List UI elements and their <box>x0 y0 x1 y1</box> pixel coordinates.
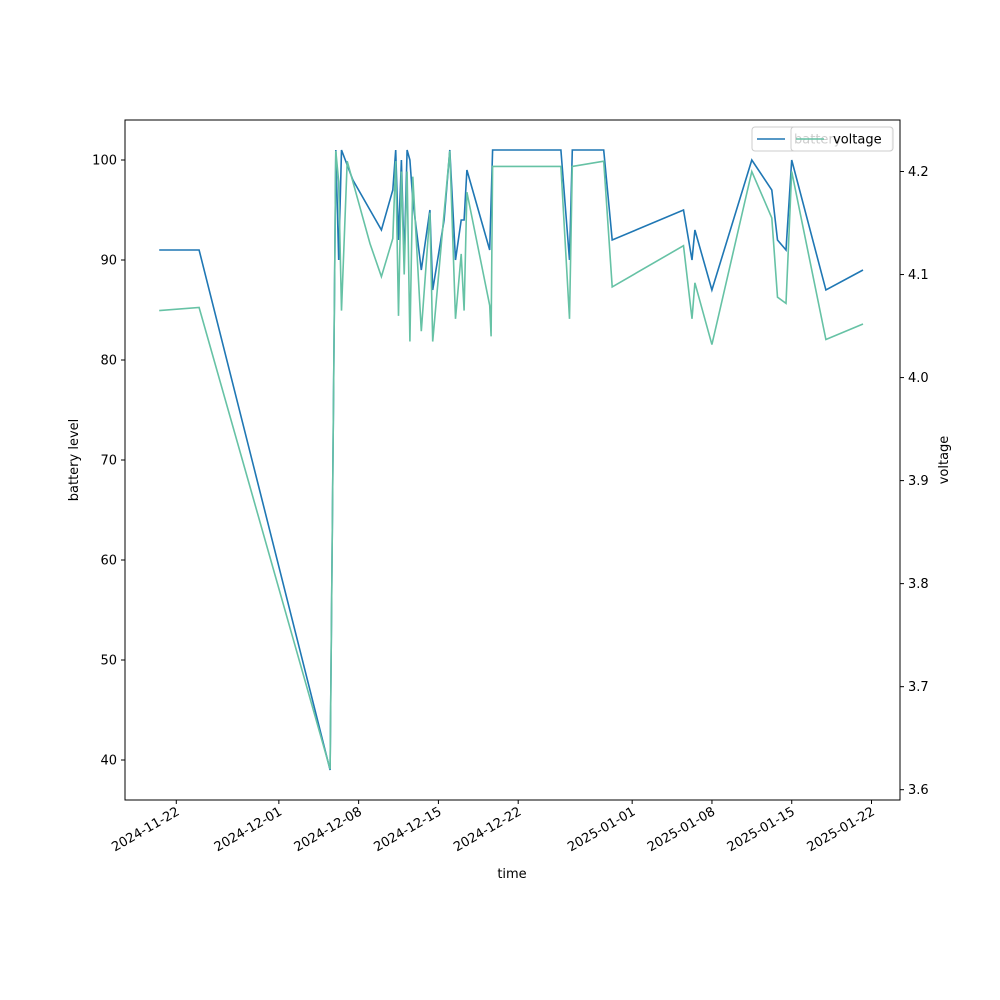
x-tick-label: 2025-01-15 <box>725 804 798 855</box>
y-axis-right-label: voltage <box>937 436 952 485</box>
y-left-tick-label: 100 <box>92 154 117 169</box>
y-right-tick-label: 4.2 <box>908 165 929 180</box>
y-left-tick-label: 70 <box>100 454 117 469</box>
y-axis-right: 3.6 3.7 3.8 3.9 4.0 4.1 4.2 <box>900 165 929 798</box>
y-left-tick-label: 40 <box>100 754 117 769</box>
y-axis-left: 40 50 60 70 80 90 100 <box>92 154 125 769</box>
x-tick-label: 2024-12-01 <box>212 804 285 855</box>
y-left-tick-label: 90 <box>100 254 117 269</box>
series-line-voltage <box>159 150 864 770</box>
y-axis-left-label: battery level <box>67 419 82 502</box>
y-right-tick-label: 3.7 <box>908 680 929 695</box>
x-tick-label: 2024-11-22 <box>109 804 182 855</box>
legend: batteryvoltage <box>751 126 894 152</box>
series-line-battery <box>159 149 864 771</box>
x-tick-label: 2024-12-15 <box>371 804 444 855</box>
y-right-tick-label: 4.1 <box>908 268 929 283</box>
legend-entry-voltage: voltage <box>790 126 894 152</box>
y-left-tick-label: 80 <box>100 354 117 369</box>
plot-lines <box>159 149 864 771</box>
y-left-tick-label: 50 <box>100 654 117 669</box>
x-tick-label: 2024-12-22 <box>451 804 524 855</box>
x-tick-label: 2025-01-08 <box>645 804 718 855</box>
x-axis: 2024-11-22 2024-12-01 2024-12-08 2024-12-15… <box>109 800 878 855</box>
x-tick-label: 2025-01-01 <box>565 804 638 855</box>
x-tick-label: 2025-01-22 <box>805 804 878 855</box>
legend-label: voltage <box>833 133 882 148</box>
plot-frame <box>124 119 901 801</box>
x-tick-label: 2024-12-08 <box>292 804 365 855</box>
y-left-tick-label: 60 <box>100 554 117 569</box>
x-axis-label: time <box>497 867 526 882</box>
y-right-tick-label: 3.6 <box>908 783 929 798</box>
y-right-tick-label: 3.9 <box>908 474 929 489</box>
y-right-tick-label: 3.8 <box>908 577 929 592</box>
y-right-tick-label: 4.0 <box>908 371 929 386</box>
legend-box <box>790 126 894 152</box>
